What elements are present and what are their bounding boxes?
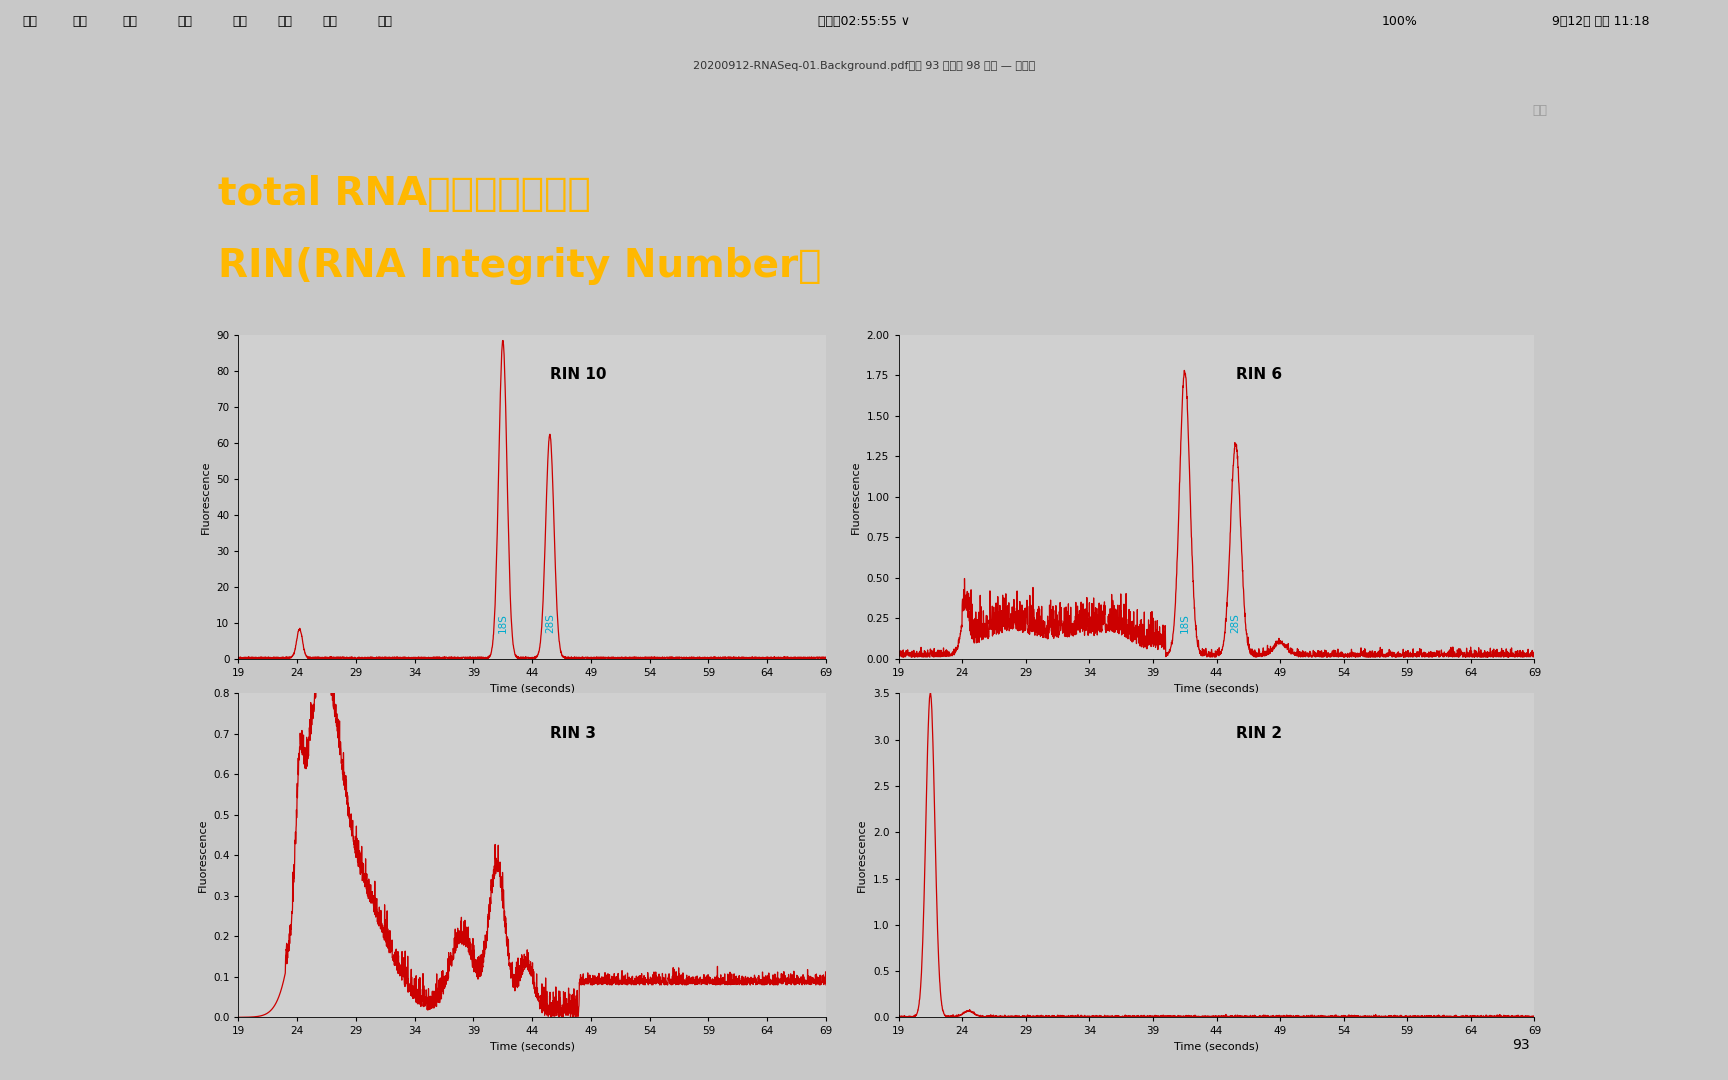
Text: 显示: 显示	[178, 14, 192, 28]
Text: RIN 3: RIN 3	[550, 726, 596, 741]
Text: 窗口: 窗口	[323, 14, 337, 28]
Text: total RNA提取的质控标准: total RNA提取的质控标准	[218, 175, 591, 213]
X-axis label: Time (seconds): Time (seconds)	[1173, 684, 1260, 693]
Text: 文件: 文件	[73, 14, 88, 28]
Text: 18S: 18S	[498, 613, 508, 633]
Text: 搜索: 搜索	[1533, 105, 1548, 118]
Text: 18S: 18S	[1180, 613, 1189, 633]
Text: 上课中02:55:55 ∨: 上课中02:55:55 ∨	[817, 14, 911, 28]
Text: RIN(RNA Integrity Number）: RIN(RNA Integrity Number）	[218, 247, 821, 285]
Y-axis label: Fluorescence: Fluorescence	[857, 819, 867, 892]
Text: RIN 6: RIN 6	[1236, 367, 1282, 382]
Text: 前往: 前往	[233, 14, 247, 28]
Text: 20200912-RNASeq-01.Background.pdf（第 93 页，共 98 页） — 已编辑: 20200912-RNASeq-01.Background.pdf（第 93 页…	[693, 62, 1035, 71]
X-axis label: Time (seconds): Time (seconds)	[1173, 1042, 1260, 1052]
Y-axis label: Fluorescence: Fluorescence	[850, 460, 861, 534]
Text: 93: 93	[1512, 1038, 1529, 1052]
Text: 28S: 28S	[1230, 613, 1241, 633]
Text: 9月12日 周六 11:18: 9月12日 周六 11:18	[1552, 14, 1650, 28]
Text: 编辑: 编辑	[123, 14, 138, 28]
Y-axis label: Fluorescence: Fluorescence	[200, 460, 211, 534]
Text: 28S: 28S	[544, 613, 555, 633]
Text: RIN 10: RIN 10	[550, 367, 607, 382]
Y-axis label: Fluorescence: Fluorescence	[197, 819, 207, 892]
Text: RIN 2: RIN 2	[1236, 726, 1282, 741]
Text: 预览: 预览	[22, 14, 38, 28]
Text: 100%: 100%	[1382, 14, 1419, 28]
Text: 帮助: 帮助	[377, 14, 392, 28]
X-axis label: Time (seconds): Time (seconds)	[489, 684, 575, 693]
Text: 工具: 工具	[278, 14, 292, 28]
X-axis label: Time (seconds): Time (seconds)	[489, 1042, 575, 1052]
